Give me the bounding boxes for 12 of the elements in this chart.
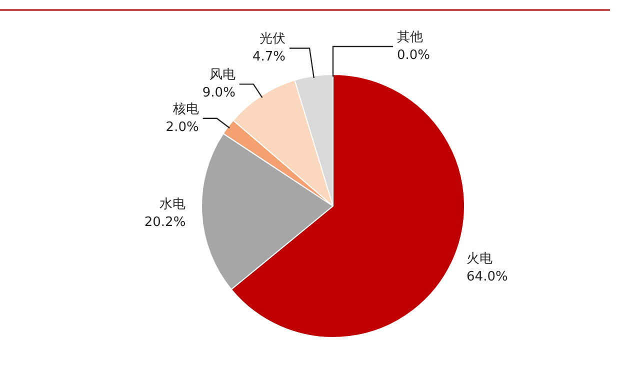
category-label: 其他 bbox=[397, 30, 423, 45]
slice-label: 火电 bbox=[466, 252, 493, 267]
data-label: 4.7% bbox=[252, 50, 286, 65]
slice-label: 水电 bbox=[160, 196, 186, 212]
data-label: 9.0% bbox=[202, 86, 236, 101]
data-label: 64.0% bbox=[466, 270, 508, 285]
slice-label: 核电 bbox=[172, 102, 199, 117]
data-label: 20.2% bbox=[144, 214, 186, 230]
slice-label: 光伏 bbox=[260, 32, 286, 47]
data-label: 2.0% bbox=[166, 120, 199, 135]
text: 0.0% bbox=[397, 48, 430, 63]
slice-label: 风电 bbox=[209, 68, 236, 83]
